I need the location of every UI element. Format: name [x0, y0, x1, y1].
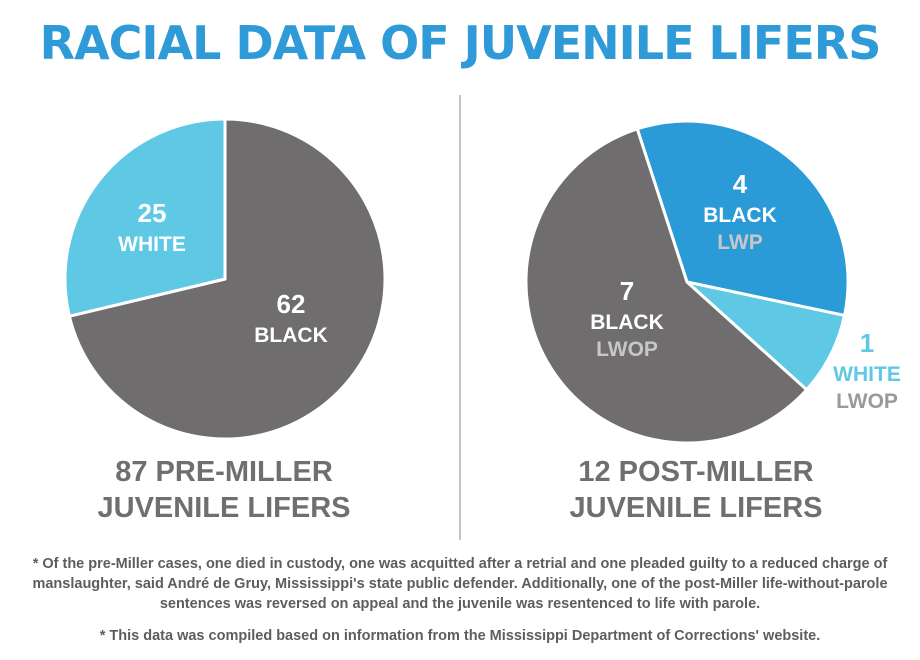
post-miller-caption-line2: JUVENILE LIFERS [569, 492, 823, 524]
footnote-source: * This data was compiled based on inform… [99, 628, 821, 644]
footnote-cases: * Of the pre-Miller cases, one died in c… [32, 556, 888, 612]
slice-label-white-lwop-category: WHITE [833, 363, 901, 386]
pre-miller-caption-line1: 87 PRE-MILLER [115, 456, 333, 488]
page-title: RACIAL DATA OF JUVENILE LIFERS [39, 16, 882, 70]
slice-label-black-category: BLACK [254, 324, 328, 347]
pie-slice-black-lwop [524, 127, 809, 445]
slice-label-black-lwp-category: BLACK [703, 204, 777, 227]
slice-label-black-value: 62 [277, 289, 306, 319]
slice-label-white-lwop-sentence: LWOP [836, 390, 898, 413]
slice-label-white-value: 25 [138, 198, 167, 228]
column-divider [459, 95, 461, 540]
slice-label-black-lwop-category: BLACK [590, 311, 664, 334]
slice-label-white-lwop-value: 1 [860, 328, 874, 358]
pre-miller-caption: 87 PRE-MILLER JUVENILE LIFERS [54, 454, 394, 526]
slice-label-black-lwp-value: 4 [733, 169, 748, 199]
pie-slice-black [67, 117, 387, 441]
slice-label-white-category: WHITE [118, 233, 186, 256]
slice-label-black-lwop-value: 7 [620, 276, 634, 306]
slice-label-black-lwp-sentence: LWP [717, 231, 763, 254]
post-miller-caption: 12 POST-MILLER JUVENILE LIFERS [526, 454, 866, 526]
pre-miller-caption-line2: JUVENILE LIFERS [97, 492, 351, 524]
pie-slice-white [63, 117, 227, 318]
post-miller-pie [524, 119, 850, 445]
pre-miller-pie [63, 117, 387, 441]
post-miller-caption-line1: 12 POST-MILLER [578, 456, 814, 488]
pie-slice-black-lwp [635, 119, 850, 317]
slice-label-black-lwop-sentence: LWOP [596, 338, 658, 361]
